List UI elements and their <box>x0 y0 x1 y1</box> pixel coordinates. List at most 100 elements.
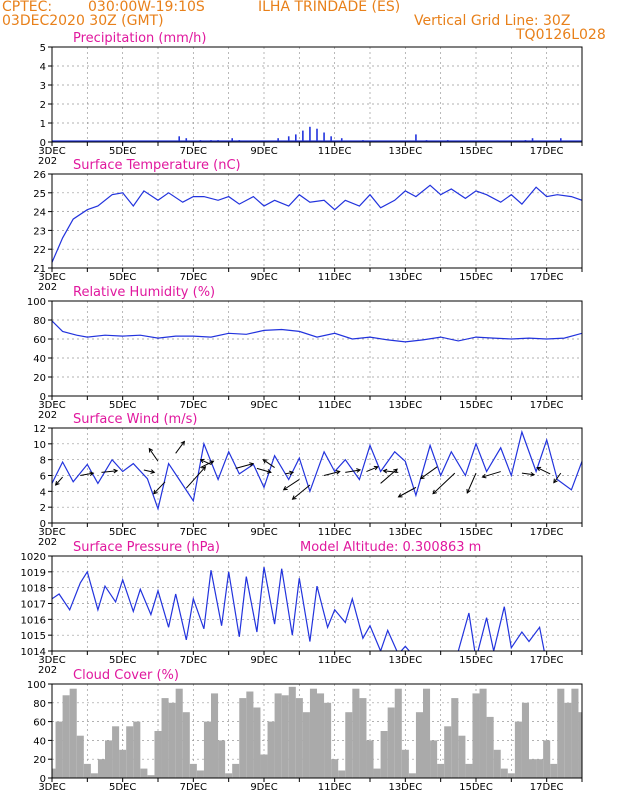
wind-vector <box>143 469 155 473</box>
y-tick-label: 20 <box>33 755 46 766</box>
x-tick-label: 17DEC <box>530 655 564 666</box>
cloud-bar <box>408 773 416 778</box>
cloud-bar <box>133 721 141 778</box>
x-tick-label: 3DEC <box>38 400 65 411</box>
y-tick-label: 1016 <box>21 615 46 626</box>
cloud-bar <box>281 695 289 778</box>
panel-frame <box>51 427 583 524</box>
y-tick-label: 3 <box>40 81 46 92</box>
panel-note: Model Altitude: 0.300863 m <box>300 540 481 555</box>
cloud-bar <box>203 721 211 778</box>
cloud-bar <box>52 768 56 778</box>
y-tick-label: 0 <box>40 138 46 149</box>
wind-arrowhead <box>249 462 255 467</box>
wind-vector <box>383 470 399 473</box>
x-tick-label: 15DEC <box>459 527 493 538</box>
cloud-bar <box>444 726 452 778</box>
cloud-bar <box>288 686 296 778</box>
cloud-bar <box>69 688 77 778</box>
wind-arrowhead <box>373 465 379 471</box>
cloud-bar <box>380 731 388 778</box>
cloud-bar <box>557 688 565 778</box>
wind-vector <box>553 472 562 483</box>
cloud-bar <box>394 688 402 778</box>
cloud-bar <box>415 712 423 778</box>
x-tick-label: 15DEC <box>459 400 493 411</box>
wind-vector <box>345 469 361 473</box>
x-tick-label: 11DEC <box>318 527 352 538</box>
wind-arrowhead <box>262 459 268 464</box>
cloud-bar <box>189 763 197 778</box>
y-tick-label: 40 <box>33 736 46 747</box>
cloud-bar <box>175 688 183 778</box>
cloud-bar <box>225 773 233 778</box>
x-tick-label: 5DEC <box>109 782 136 793</box>
x-tick-label: 15DEC <box>459 782 493 793</box>
x-tick-label: 5DEC <box>109 272 136 283</box>
cloud-bar <box>331 759 339 778</box>
y-tick-label: 4 <box>40 487 46 498</box>
x-tick-label: 11DEC <box>318 272 352 283</box>
cloud-bar <box>571 688 579 778</box>
y-tick-label: 1019 <box>21 568 46 579</box>
panel-title: Cloud Cover (%) <box>73 668 179 683</box>
precip-bar <box>277 138 279 142</box>
wind-arrowhead <box>266 469 272 474</box>
x-year-label: 202 <box>38 410 57 421</box>
cloud-bar <box>317 693 325 778</box>
wind-vector <box>420 466 438 480</box>
x-tick-label: 7DEC <box>180 146 207 157</box>
precip-bar <box>309 126 311 142</box>
cloud-bar <box>514 721 522 778</box>
x-tick-label: 17DEC <box>530 272 564 283</box>
panel-title: Surface Temperature (nC) <box>73 158 241 173</box>
wind-arrowhead <box>335 470 341 475</box>
cloud-bar <box>147 775 155 778</box>
cloud-bar <box>437 763 445 778</box>
header-product-code: TQ0126L028 <box>516 27 606 43</box>
y-tick-label: 1 <box>40 119 46 130</box>
x-tick-label: 3DEC <box>38 272 65 283</box>
y-tick-label: 5 <box>40 43 46 54</box>
wind-vector <box>148 448 159 462</box>
x-tick-label: 5DEC <box>109 527 136 538</box>
cloud-bar <box>232 763 240 778</box>
cloud-bar <box>359 698 367 778</box>
cloud-bar <box>521 702 529 778</box>
y-tick-label: 60 <box>33 335 46 346</box>
x-tick-label: 7DEC <box>180 272 207 283</box>
panel-frame <box>51 173 583 269</box>
cloud-bar <box>578 712 582 778</box>
wind-arrowhead <box>180 440 185 446</box>
y-tick-label: 1017 <box>21 600 46 611</box>
wind-vector <box>262 459 275 468</box>
x-tick-label: 13DEC <box>388 527 422 538</box>
precip-bar <box>231 138 233 142</box>
wind-vector <box>432 472 456 495</box>
series-line <box>52 566 545 651</box>
x-tick-label: 17DEC <box>530 400 564 411</box>
panel-title: Surface Pressure (hPa) <box>73 540 220 555</box>
y-tick-label: 10 <box>33 440 46 451</box>
cloud-bar <box>55 721 63 778</box>
cloud-bar <box>493 749 501 778</box>
wind-arrowhead <box>209 460 215 465</box>
cloud-bar <box>76 735 84 778</box>
cloud-bar <box>423 688 431 778</box>
wind-arrowhead <box>201 466 207 471</box>
cloud-bar <box>112 726 120 778</box>
wind-arrowhead <box>466 488 471 494</box>
cloud-bar <box>465 763 473 778</box>
y-tick-label: 2 <box>40 503 46 514</box>
cloud-bar <box>309 688 317 778</box>
precip-bar <box>340 138 343 142</box>
cloud-bar <box>97 759 105 778</box>
x-tick-label: 7DEC <box>180 655 207 666</box>
wind-vector <box>283 479 300 491</box>
y-tick-label: 80 <box>33 316 46 327</box>
precip-bar <box>302 130 304 142</box>
wind-arrowhead <box>481 473 487 479</box>
x-tick-label: 9DEC <box>250 527 277 538</box>
cloud-bar <box>196 770 204 778</box>
